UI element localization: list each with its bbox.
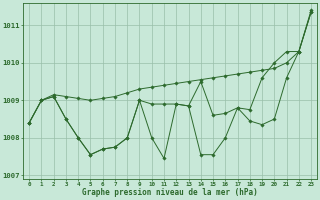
X-axis label: Graphe pression niveau de la mer (hPa): Graphe pression niveau de la mer (hPa) bbox=[82, 188, 258, 197]
